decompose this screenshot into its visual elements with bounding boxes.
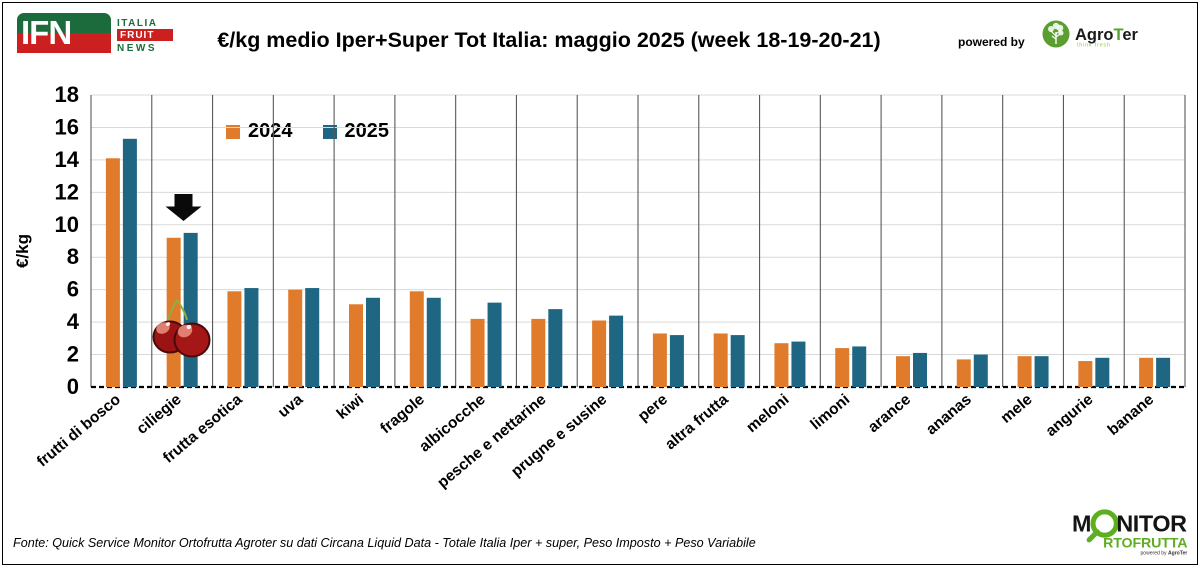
svg-text:limoni: limoni (807, 391, 853, 433)
svg-text:6: 6 (67, 277, 79, 302)
svg-text:FRUIT: FRUIT (120, 30, 154, 41)
svg-text:kiwi: kiwi (334, 391, 367, 423)
svg-text:uva: uva (275, 391, 307, 421)
svg-text:ITALIA: ITALIA (117, 18, 157, 29)
svg-text:M: M (1072, 510, 1091, 536)
svg-text:NITOR: NITOR (1116, 510, 1187, 536)
svg-text:ananas: ananas (923, 391, 975, 438)
svg-text:AgroTer: AgroTer (1075, 26, 1139, 44)
svg-text:frutti di bosco: frutti di bosco (34, 391, 124, 470)
svg-text:powered by AgroTer: powered by AgroTer (1140, 551, 1187, 557)
svg-text:think fresh: think fresh (1077, 43, 1111, 49)
svg-text:banane: banane (1105, 391, 1158, 439)
svg-text:NEWS: NEWS (117, 43, 157, 53)
svg-text:pere: pere (635, 391, 671, 425)
svg-text:8: 8 (67, 244, 79, 269)
svg-text:ciliegie: ciliegie (134, 391, 185, 438)
svg-text:16: 16 (55, 114, 79, 139)
svg-text:2: 2 (67, 342, 79, 367)
svg-text:mele: mele (998, 391, 1036, 427)
svg-text:0: 0 (67, 374, 79, 399)
svg-text:arance: arance (865, 391, 915, 436)
svg-text:10: 10 (55, 212, 79, 237)
svg-text:fragole: fragole (377, 391, 428, 437)
svg-text:14: 14 (55, 147, 80, 172)
svg-text:12: 12 (55, 179, 79, 204)
svg-text:18: 18 (55, 82, 79, 107)
svg-text:RTOFRUTTA: RTOFRUTTA (1103, 536, 1187, 552)
svg-text:meloni: meloni (743, 391, 792, 436)
svg-text:pesche e nettarine: pesche e nettarine (434, 391, 549, 492)
svg-text:4: 4 (67, 309, 80, 334)
svg-text:angurie: angurie (1043, 391, 1097, 440)
svg-text:altra frutta: altra frutta (662, 391, 732, 454)
